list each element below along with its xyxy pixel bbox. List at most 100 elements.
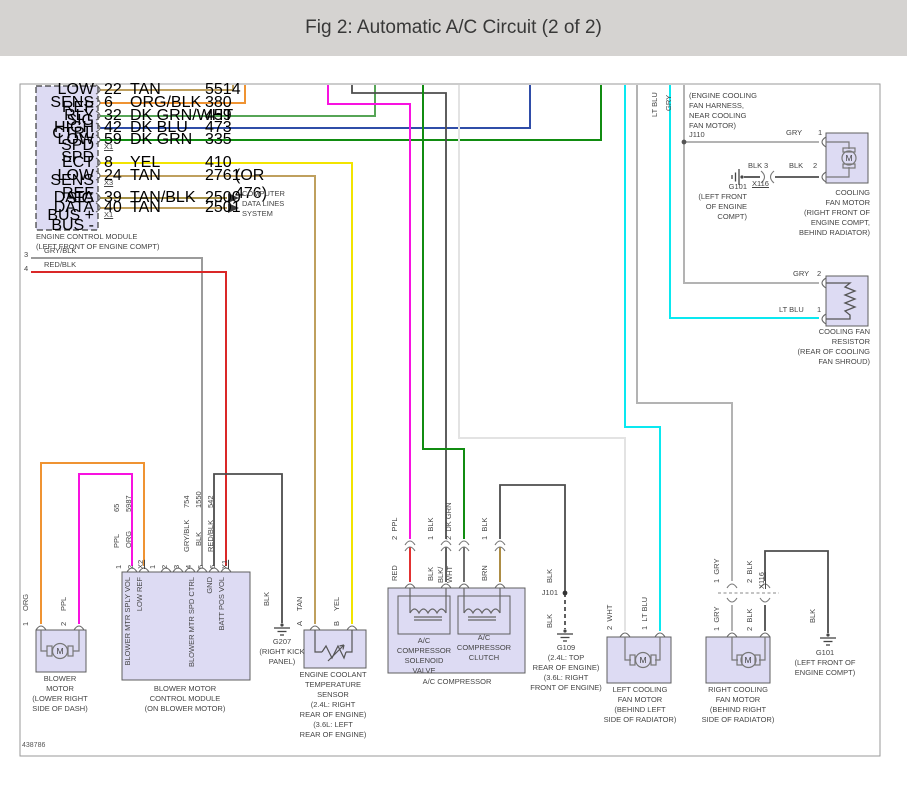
topfan-pin2: 2 [813,161,818,170]
blower-pin2: 2 [59,621,68,626]
ect-wire-b: YEL [332,596,341,611]
wire-blk-rightfan-ground [764,550,829,633]
page-title: Fig 2: Automatic A/C Circuit (2 of 2) [305,17,602,38]
figure-id: 438786 [22,742,46,749]
compressor-inline-connectors [404,540,506,552]
module-x1-pin5: 5 [196,564,205,569]
rightfan-motor-m: M [744,655,752,665]
ground-g101-right [820,633,836,646]
wire-label-blk: BLK [194,531,203,546]
circuit-1550: 1550 [194,491,203,508]
leftfan-motor-m: M [639,655,647,665]
fan-resistor-box [825,275,869,327]
topfan-gpin: 3 [764,161,769,170]
comp-c4-below: BRN [480,565,489,581]
wire-org-5987 [40,462,145,624]
module-caption: BLOWER MOTOR CONTROL MODULE (ON BLOWER M… [144,684,226,713]
comp-c2-below: BLK [426,566,435,581]
ect-wire-a: TAN [295,596,304,611]
blower-wire1: ORG [21,593,30,611]
rightfan-x116: X116 [757,572,766,589]
junction-j101-dot [562,590,568,596]
ecm-box [35,85,99,231]
wires [31,85,829,633]
rightfan-caption: RIGHT COOLING FAN MOTOR (BEHIND RIGHT SI… [701,685,775,724]
wire-yel-410 [100,162,353,624]
clutch-caption: A/C COMPRESSOR CLUTCH [456,633,512,662]
wire-blk-1550 [213,473,283,623]
ecm-pin-arcs [95,84,101,213]
ecm-pin4-wire: RED/BLK [44,260,77,269]
wire-dkgrn-clutch [422,85,465,539]
ect-pin-a: A [295,620,304,626]
resistor-caption: COOLING FAN RESISTOR (REAR OF COOLING FA… [797,327,870,366]
module-connector-x2: X2 [136,559,145,569]
harness-note: (ENGINE COOLING FAN HARNESS, NEAR COOLIN… [689,91,757,130]
clutch-box [457,595,511,635]
ecm-row: LOW REF 22 TAN 5514 [57,81,241,116]
left-fan-motor-icon [624,637,661,669]
topfan-gwire2: BLK [789,161,804,170]
clutch-coil-icon [463,588,501,621]
diagram-frame [19,83,881,757]
resistor-pin1: 1 [817,305,822,314]
arrow-databus-plus [228,193,239,203]
module-fn-low-ref: LOW REF [135,577,144,612]
wire-ppl-65 [78,473,133,624]
wire-gry-resistor [683,85,819,284]
wire-ltblu-resistor [669,85,819,319]
wire-label-redblk: RED/BLK [206,519,215,552]
rightfan-gwire: BLK [808,608,817,623]
ecm-row: RLY CTRL 32 DK GRN/WHT 459 [52,107,234,142]
g207-wire: BLK [262,591,271,606]
circuit-5987: 5987 [124,495,133,512]
module-connector-x1: X1 [220,559,229,569]
wire-orgblk-380 [100,85,246,104]
x116-connector-top [760,170,775,184]
ect-pin-b: B [332,620,341,626]
module-x1-pin3: 3 [172,564,181,569]
wire-label-gryblk: GRY/BLK [182,519,191,552]
blower-pin1: 1 [21,621,30,626]
module-fn-gnd: GND [205,577,214,594]
thermistor-icon [314,630,353,662]
title-bar: Fig 2: Automatic A/C Circuit (2 of 2) [0,0,907,56]
ecm-connector-x3: X3 [104,178,114,187]
wire-dkblu-473 [100,85,531,129]
topfan-caption: COOLING FAN MOTOR (RIGHT FRONT OF ENGINE… [799,188,870,237]
ecm-row: SENS SIG 6 ORG/BLK 380 [50,94,232,129]
ecm-connector-x1b: X1 [104,210,114,219]
blower-module-box [121,571,251,681]
cooling-fan-motor-box [825,132,869,184]
solenoid-caption: A/C COMPRESSOR SOLENOID VALVE [396,636,452,675]
module-x1-pin6: 6 [208,564,217,569]
component-pin-arcs [35,136,827,638]
wire-gry-rightfan-upper [636,85,733,581]
module-fn-sply-vol: BLOWER MTR SPLY VOL [123,577,132,666]
resistor-zigzag-icon [826,282,857,320]
g101-top-caption: G101 (LEFT FRONT OF ENGINE COMPT) [698,182,747,221]
ect-sensor-box [303,629,367,669]
blower-motor-icon [40,630,80,660]
wire-label-org: ORG [124,530,133,548]
junction-j110-dot [681,139,687,145]
g101-right-caption: G101 (LEFT FRONT OF ENGINE COMPT) [794,648,856,677]
computer-data-lines-label: COMPUTER DATA LINES SYSTEM [242,189,285,218]
compressor-caption: A/C COMPRESSOR [422,677,492,686]
topfan-vwire-ltblu: LT BLU [650,92,659,117]
ect-caption: ENGINE COOLANT TEMPERATURE SENSOR (2.4L:… [299,670,367,739]
rightfan-below2: 2 BLK [745,608,754,631]
rightfan-above2: 2 BLK [745,560,754,583]
wire-tan-5514 [100,85,234,91]
ecm-row: DATA BUS +39 TAN/BLK 2500 [47,189,241,224]
comp-c1-above: 2 PPL [390,517,399,540]
circuit-542: 542 [206,495,215,508]
circuit-65: 65 [112,503,121,512]
circuit-754: 754 [182,495,191,508]
ecm-pin3: 3 [24,250,29,259]
ecm-caption: ENGINE CONTROL MODULE (LEFT FRONT OF ENG… [36,232,160,251]
blower-motor-m: M [56,646,64,656]
ecm-pin3-wire: GRY/BLK [44,246,77,255]
